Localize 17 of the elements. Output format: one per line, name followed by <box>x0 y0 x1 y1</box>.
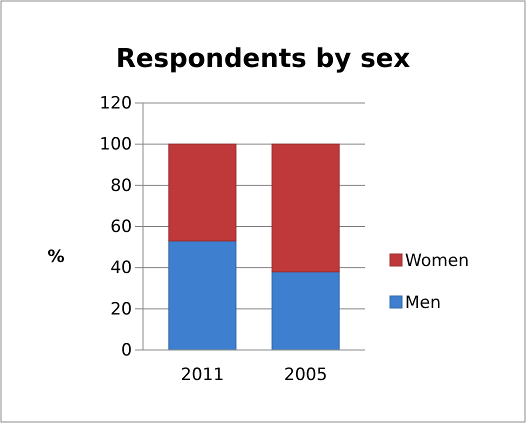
bar <box>272 144 340 272</box>
y-tick-label: 0 <box>121 340 132 360</box>
y-tick-label: 40 <box>110 258 132 278</box>
legend-label: Women <box>405 251 470 271</box>
x-tick-label: 2011 <box>180 365 224 386</box>
y-tick-label: 100 <box>100 134 132 155</box>
x-tick-label: 2005 <box>284 365 328 386</box>
y-tick-label: 20 <box>110 299 132 320</box>
bar <box>168 144 236 242</box>
bar <box>272 271 340 350</box>
y-tick-label: 60 <box>110 216 132 237</box>
legend-label: Men <box>405 293 441 313</box>
y-tick-label: 120 <box>100 93 132 114</box>
y-tick-label: 80 <box>110 176 132 196</box>
chart-title: Respondents by sex <box>116 44 410 74</box>
y-axis-title: % <box>47 247 65 267</box>
bar <box>168 240 236 350</box>
